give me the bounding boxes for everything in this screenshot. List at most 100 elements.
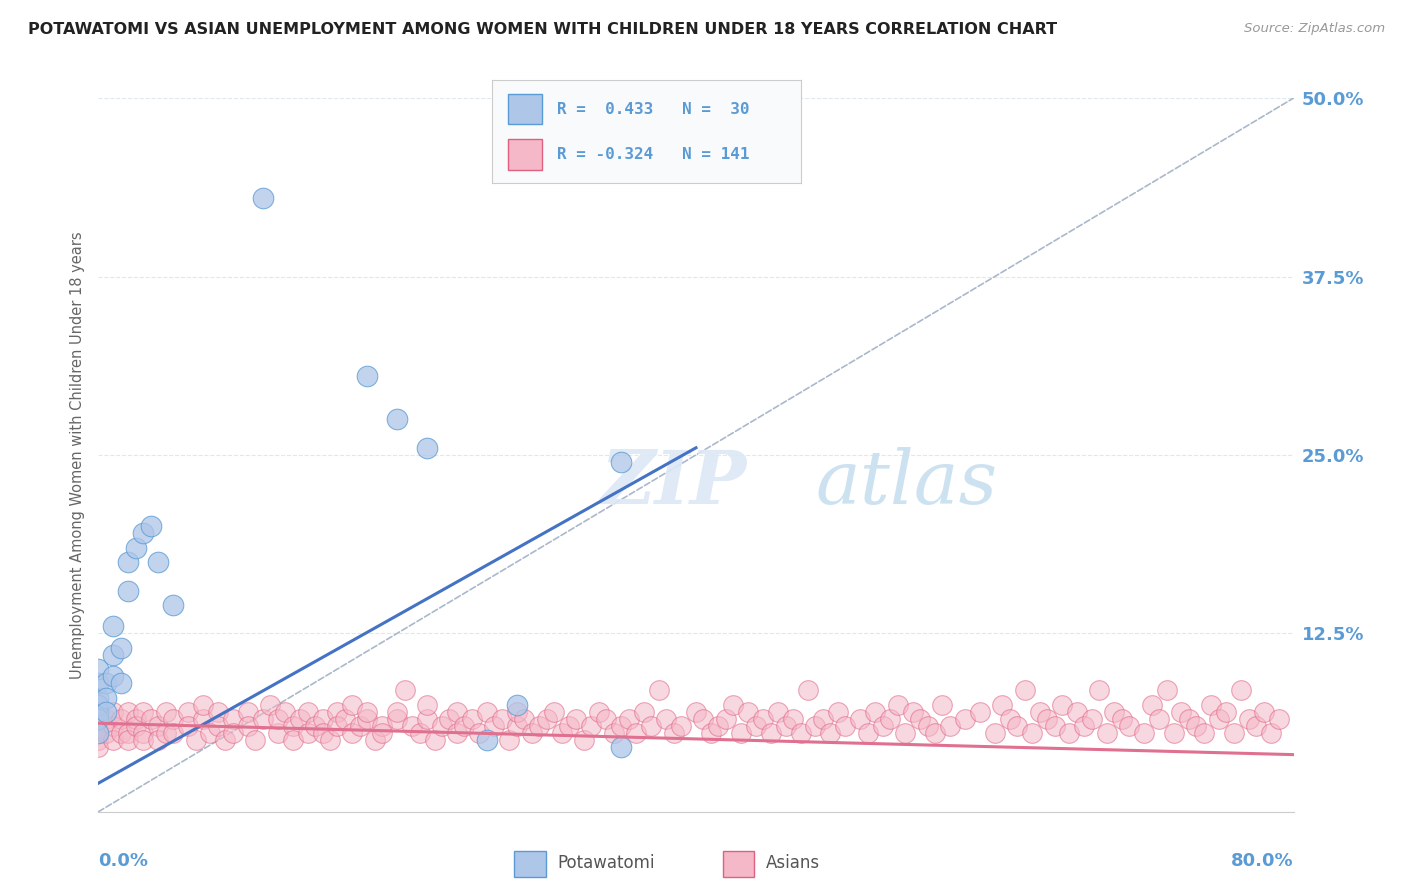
Point bbox=[103, 619, 125, 633]
Point bbox=[236, 719, 259, 733]
Point bbox=[281, 733, 304, 747]
Point bbox=[87, 726, 110, 740]
Point bbox=[595, 712, 617, 726]
Point bbox=[588, 705, 610, 719]
Point bbox=[565, 712, 588, 726]
Point bbox=[1081, 712, 1104, 726]
Point bbox=[640, 719, 662, 733]
Point bbox=[207, 705, 229, 719]
Point bbox=[1005, 719, 1028, 733]
Point bbox=[103, 669, 125, 683]
Point bbox=[430, 719, 453, 733]
Point bbox=[110, 640, 132, 655]
Point bbox=[1104, 705, 1126, 719]
Text: Potawatomi: Potawatomi bbox=[557, 854, 655, 872]
Point bbox=[1208, 712, 1230, 726]
Y-axis label: Unemployment Among Women with Children Under 18 years: Unemployment Among Women with Children U… bbox=[69, 231, 84, 679]
Point bbox=[177, 705, 200, 719]
Point bbox=[827, 705, 849, 719]
Point bbox=[834, 719, 856, 733]
Point bbox=[998, 712, 1021, 726]
Point bbox=[610, 719, 633, 733]
Point bbox=[983, 726, 1005, 740]
Point bbox=[543, 705, 565, 719]
Point bbox=[342, 698, 364, 712]
Point bbox=[191, 698, 214, 712]
Point bbox=[252, 191, 274, 205]
Point bbox=[162, 598, 184, 612]
Point bbox=[1163, 726, 1185, 740]
Point bbox=[184, 733, 207, 747]
Point bbox=[707, 719, 730, 733]
Point bbox=[356, 705, 378, 719]
Point bbox=[236, 705, 259, 719]
Point bbox=[624, 726, 647, 740]
Point bbox=[1156, 683, 1178, 698]
Point bbox=[281, 719, 304, 733]
Point bbox=[1147, 712, 1170, 726]
Point bbox=[685, 705, 707, 719]
Point bbox=[662, 726, 685, 740]
Text: R =  0.433   N =  30: R = 0.433 N = 30 bbox=[557, 102, 749, 117]
Point bbox=[87, 712, 110, 726]
Point bbox=[939, 719, 962, 733]
Text: 80.0%: 80.0% bbox=[1230, 852, 1294, 870]
Point bbox=[491, 712, 513, 726]
Point bbox=[484, 719, 506, 733]
Point bbox=[506, 705, 529, 719]
Point bbox=[901, 705, 924, 719]
Text: Source: ZipAtlas.com: Source: ZipAtlas.com bbox=[1244, 22, 1385, 36]
Point bbox=[536, 712, 558, 726]
Point bbox=[94, 690, 117, 705]
Point bbox=[1036, 712, 1059, 726]
Point bbox=[191, 712, 214, 726]
Point bbox=[132, 726, 155, 740]
Point bbox=[349, 719, 371, 733]
Point bbox=[1133, 726, 1156, 740]
Point bbox=[782, 712, 804, 726]
Point bbox=[148, 555, 170, 569]
Point bbox=[297, 705, 319, 719]
Text: ZIP: ZIP bbox=[600, 447, 747, 520]
Point bbox=[416, 698, 439, 712]
Point bbox=[371, 726, 394, 740]
Point bbox=[342, 726, 364, 740]
Point bbox=[908, 712, 931, 726]
Point bbox=[94, 705, 117, 719]
Point bbox=[132, 526, 155, 541]
Point bbox=[669, 719, 692, 733]
Point bbox=[872, 719, 894, 733]
Point bbox=[408, 726, 430, 740]
Point bbox=[326, 719, 349, 733]
Point bbox=[468, 726, 491, 740]
Point bbox=[1140, 698, 1163, 712]
Point bbox=[1244, 719, 1267, 733]
Point bbox=[94, 726, 117, 740]
Point bbox=[969, 705, 991, 719]
Point bbox=[931, 698, 953, 712]
Point bbox=[356, 369, 378, 384]
Point bbox=[288, 712, 311, 726]
Point bbox=[1066, 705, 1088, 719]
Point bbox=[1260, 726, 1282, 740]
Point bbox=[917, 719, 939, 733]
Text: 0.0%: 0.0% bbox=[98, 852, 149, 870]
Point bbox=[1021, 726, 1043, 740]
Point bbox=[1253, 705, 1275, 719]
Point bbox=[506, 698, 529, 712]
Point bbox=[655, 712, 678, 726]
Point bbox=[1111, 712, 1133, 726]
Point bbox=[1215, 705, 1237, 719]
Point bbox=[117, 555, 139, 569]
Point bbox=[385, 412, 409, 426]
Point bbox=[222, 726, 245, 740]
Point bbox=[385, 705, 409, 719]
Point bbox=[117, 726, 139, 740]
FancyBboxPatch shape bbox=[508, 94, 541, 124]
Point bbox=[1185, 719, 1208, 733]
Point bbox=[87, 705, 110, 719]
FancyBboxPatch shape bbox=[723, 851, 754, 877]
Point bbox=[730, 726, 752, 740]
Point bbox=[87, 676, 110, 690]
Point bbox=[94, 676, 117, 690]
